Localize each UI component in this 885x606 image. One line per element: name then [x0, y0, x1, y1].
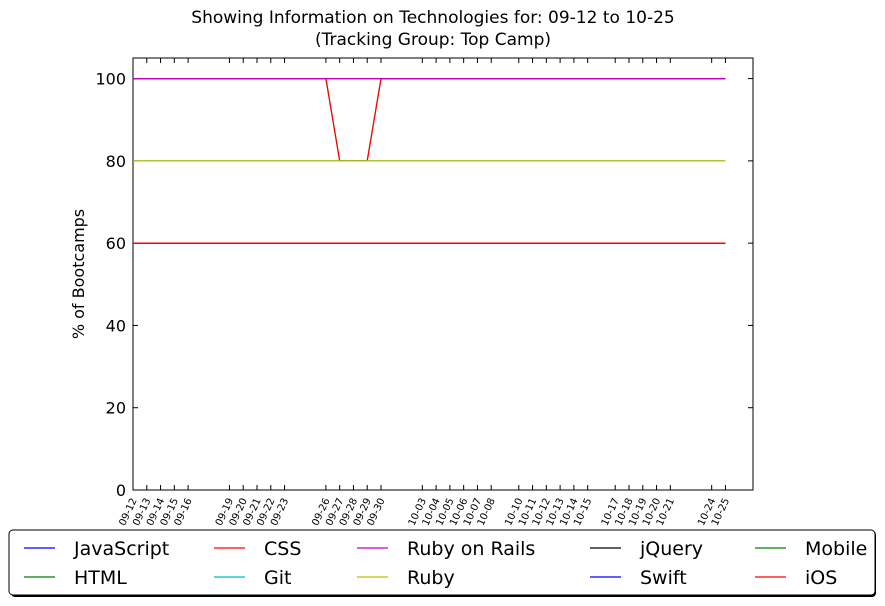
legend-label: iOS [805, 567, 837, 589]
y-tick-label: 40 [106, 316, 126, 335]
y-axis-label: % of Bootcamps [69, 209, 88, 339]
legend-label: Mobile [805, 538, 867, 560]
y-tick-label: 20 [106, 399, 126, 418]
legend-label: Ruby [407, 567, 455, 589]
legend-label: CSS [264, 538, 301, 560]
legend-label: jQuery [639, 538, 703, 560]
y-tick-label: 100 [95, 70, 126, 89]
legend-label: HTML [74, 567, 127, 589]
legend-label: Ruby on Rails [407, 538, 535, 560]
y-tick-label: 80 [106, 152, 126, 171]
chart-title: Showing Information on Technologies for:… [191, 8, 674, 28]
chart-subtitle: (Tracking Group: Top Camp) [315, 30, 551, 50]
legend-label: Swift [640, 567, 687, 589]
y-tick-label: 60 [106, 234, 126, 253]
legend-label: JavaScript [73, 538, 169, 560]
legend-label: Git [264, 567, 291, 589]
legend-box [8, 529, 876, 596]
y-tick-label: 0 [116, 481, 126, 500]
plot-frame [132, 57, 754, 491]
legend: JavaScript HTML CSS Git Ruby on Rails Ruby jQu… [8, 529, 876, 597]
